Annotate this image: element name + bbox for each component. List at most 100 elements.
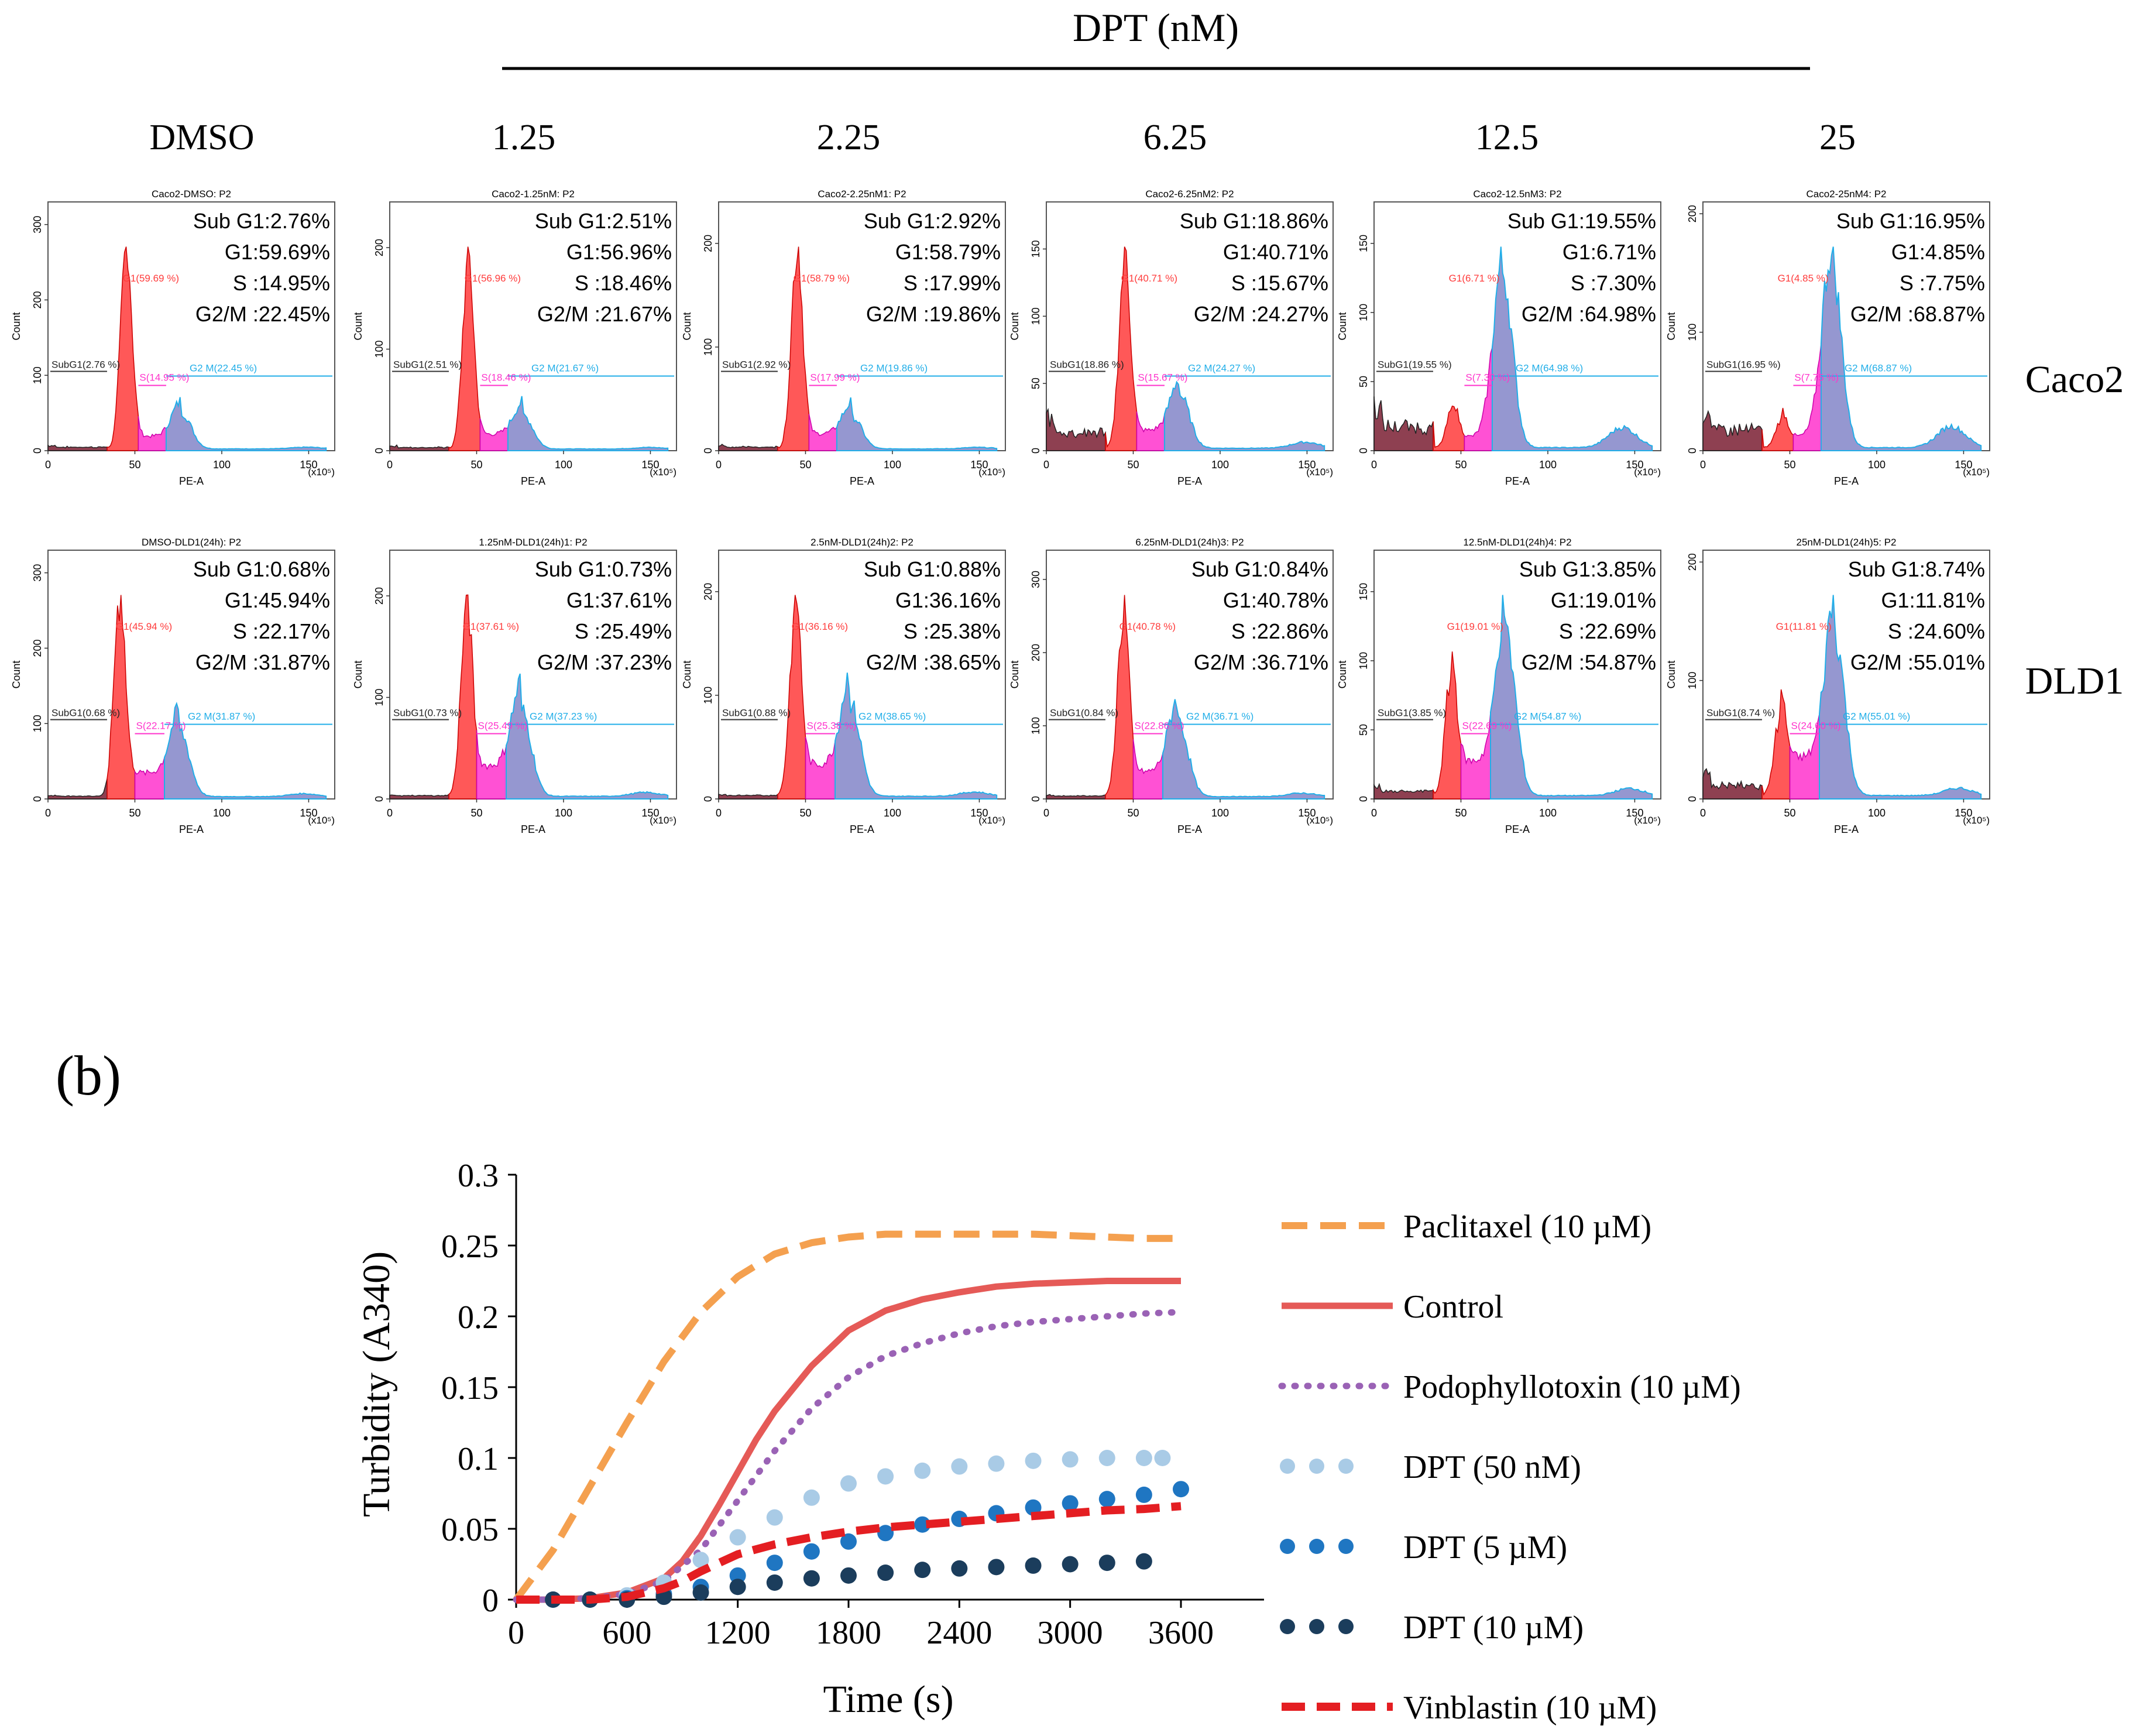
x-tick-label: 100 — [1539, 459, 1557, 471]
stat-sub-g1-value: Sub G1:18.86% — [1180, 209, 1328, 233]
stat-g2-m-value: G2/M :38.65% — [866, 650, 1001, 674]
y-tick-label: 100 — [1687, 324, 1698, 341]
y-tick-label: 300 — [32, 564, 43, 582]
y-tick-label: 150 — [1358, 583, 1369, 601]
series-dpt-50-nm-point — [1098, 1450, 1115, 1466]
s-gate-label: S(14.95 %) — [139, 372, 189, 383]
legend-item-paclitaxel-10-m: Paclitaxel (10 µM) — [1282, 1209, 1651, 1245]
series-dpt-50-nm-point — [766, 1509, 783, 1526]
stat-g1-value: G1:59.69% — [225, 240, 330, 264]
stat-g2-m-value: G2/M :22.45% — [195, 302, 330, 326]
g2m-region — [1820, 246, 1982, 451]
x-axis-label: PE-A — [1177, 824, 1202, 835]
x-axis-label: PE-A — [521, 475, 545, 487]
s-region — [1460, 712, 1491, 800]
x-axis-unit: (x10⁵) — [650, 466, 676, 478]
x-tick-label: 100 — [213, 807, 231, 819]
stat-sub-g1-value: Sub G1:0.84% — [1191, 557, 1328, 581]
x-tick-label: 50 — [129, 459, 140, 471]
legend-label: DPT (10 µM) — [1403, 1610, 1584, 1646]
series-dpt-10-m-point — [951, 1560, 968, 1577]
y-tick-label: 100 — [373, 689, 385, 706]
g1-region — [1761, 407, 1794, 451]
y-tick-label: 50 — [1030, 378, 1042, 389]
histogram-2-5nm-dld1-24h-2-p2: 2.5nM-DLD1(24h)2: P2 SubG1(0.88 %) G1(36.1… — [681, 537, 1006, 835]
x-tick-label: 0 — [1371, 459, 1377, 471]
x-tick-label: 100 — [555, 459, 572, 471]
g2m-region — [1163, 380, 1325, 451]
g2m-region — [836, 397, 998, 451]
y-tick-label-0-25: 0.25 — [441, 1229, 499, 1265]
g1-gate-label: G1(59.69 %) — [123, 273, 179, 284]
s-gate-label: S(25.38 %) — [806, 721, 856, 732]
stat-sub-g1-value: Sub G1:0.68% — [193, 557, 330, 581]
y-tick-label: 0 — [32, 448, 43, 454]
x-tick-label: 100 — [555, 807, 572, 819]
s-region — [1464, 347, 1493, 451]
x-tick-label: 100 — [884, 459, 901, 471]
legend-swatch-dot — [1309, 1539, 1324, 1554]
y-axis-label: Count — [1009, 660, 1021, 688]
x-tick-label: 50 — [799, 807, 811, 819]
x-tick-label: 0 — [45, 807, 51, 819]
y-tick-label: 0 — [1030, 796, 1042, 802]
x-tick-label: 50 — [799, 459, 811, 471]
x-tick-label-3600: 3600 — [1148, 1615, 1214, 1651]
y-tick-label: 200 — [1687, 553, 1698, 571]
y-axis-label: Count — [11, 312, 22, 340]
stat-g1-value: G1:19.01% — [1551, 588, 1656, 612]
y-tick-label-0: 0 — [482, 1583, 499, 1619]
g1-region — [1105, 595, 1134, 800]
s-gate-label: S(25.49 %) — [478, 721, 527, 732]
series-dpt-50-nm-point — [840, 1475, 857, 1492]
histogram-12-5nm-dld1-24h-4-p2: 12.5nM-DLD1(24h)4: P2 SubG1(3.85 %) G1(19.… — [1337, 537, 1661, 835]
x-axis-label: PE-A — [179, 824, 204, 835]
x-axis-unit: (x10⁵) — [1963, 815, 1990, 826]
legend-swatch-dot — [1309, 1459, 1324, 1474]
legend-item-control: Control — [1282, 1289, 1503, 1325]
x-tick-label: 0 — [45, 459, 51, 471]
stat-s-value: S :15.67% — [1231, 271, 1328, 295]
y-tick-label: 100 — [373, 341, 385, 358]
x-axis-label: PE-A — [179, 475, 204, 487]
legend-label: Control — [1403, 1289, 1503, 1325]
stat-g2-m-value: G2/M :31.87% — [195, 650, 330, 674]
stat-sub-g1-value: Sub G1:8.74% — [1848, 557, 1985, 581]
g2m-gate-label: G2 M(36.71 %) — [1186, 711, 1253, 722]
g2m-region — [506, 673, 669, 800]
stat-g2-m-value: G2/M :54.87% — [1522, 650, 1656, 674]
y-tick-label: 50 — [1358, 376, 1369, 387]
subg1-region — [1702, 768, 1763, 800]
g1-region — [777, 595, 806, 800]
g2m-gate-label: G2 M(31.87 %) — [188, 711, 255, 722]
g2m-region — [165, 397, 327, 451]
stat-s-value: S :25.38% — [904, 619, 1001, 643]
y-tick-label: 200 — [702, 235, 714, 252]
s-gate-label: S(7.75 %) — [1794, 372, 1839, 383]
x-tick-label: 0 — [387, 807, 393, 819]
stat-s-value: S :24.60% — [1888, 619, 1985, 643]
x-tick-label: 100 — [1868, 459, 1886, 471]
y-axis-label: Count — [1665, 660, 1677, 688]
y-tick-label: 0 — [702, 448, 714, 454]
stat-sub-g1-value: Sub G1:2.92% — [864, 209, 1001, 233]
row-label-dld1: DLD1 — [2025, 660, 2124, 702]
histogram-6-25nm-dld1-24h-3-p2: 6.25nM-DLD1(24h)3: P2 SubG1(0.84 %) G1(40.… — [1009, 537, 1334, 835]
legend-label: Podophyllotoxin (10 µM) — [1403, 1369, 1741, 1405]
histogram-title: Caco2-1.25nM: P2 — [492, 188, 575, 200]
g1-gate-label: G1(40.71 %) — [1121, 273, 1177, 284]
stat-g2-m-value: G2/M :55.01% — [1850, 650, 1985, 674]
y-axis-label: Count — [352, 660, 364, 688]
x-tick-label: 150 — [970, 807, 988, 819]
stat-g1-value: G1:37.61% — [566, 588, 672, 612]
histogram-caco2-25nm4-p2: Caco2-25nM4: P2 SubG1(16.95 %) G1(4.85 %) S… — [1665, 188, 1990, 487]
x-tick-label: 100 — [1868, 807, 1886, 819]
series-dpt-10-m-point — [803, 1570, 820, 1587]
x-tick-label: 100 — [1211, 459, 1229, 471]
x-tick-label: 50 — [1127, 807, 1139, 819]
g2m-gate-label: G2 M(38.65 %) — [858, 711, 926, 722]
series-control-line — [516, 1278, 1181, 1603]
y-axis-label: Count — [1337, 312, 1348, 340]
y-tick-label: 100 — [1030, 717, 1042, 735]
y-tick-label: 100 — [1358, 652, 1369, 670]
